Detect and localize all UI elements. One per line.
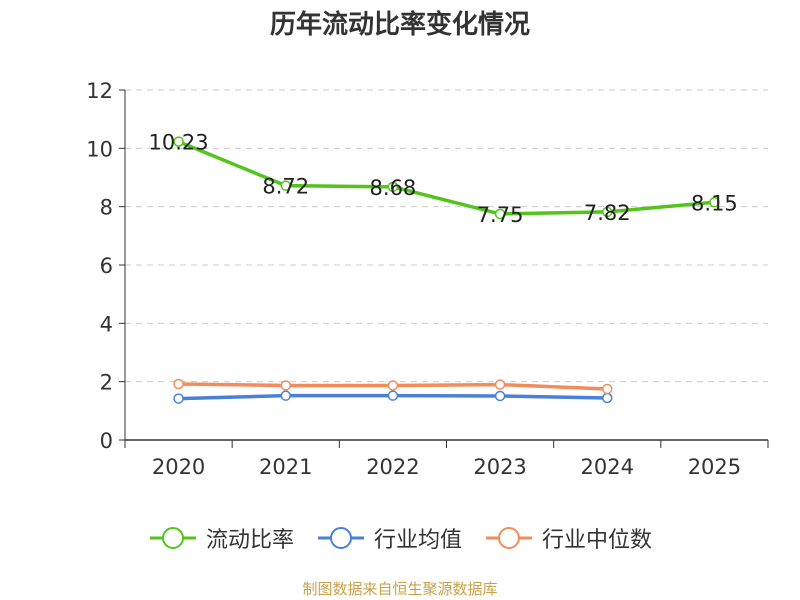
legend-label: 流动比率: [205, 528, 294, 553]
axes: 0 2 4 6 8 10 12 2020 2021 2022 2023 2024 2025: [86, 79, 769, 479]
data-point: [387, 181, 399, 193]
legend-label: 行业均值: [373, 528, 462, 553]
y-tick-label: 2: [100, 371, 113, 395]
y-tick-label: 8: [100, 196, 113, 220]
data-labels: 10.23 8.72 8.68 7.75 7.82 8.15: [149, 131, 738, 227]
legend-marker-icon: [486, 527, 532, 549]
data-point: [280, 180, 291, 191]
data-label: 10.23: [149, 131, 209, 155]
data-point: [602, 392, 613, 404]
data-label: 8.15: [691, 191, 738, 215]
data-point: [173, 393, 184, 404]
data-point: [387, 380, 399, 391]
legend-marker-icon: [317, 527, 364, 549]
source-note: 制图数据来自恒生聚源数据库: [302, 580, 498, 598]
data-point: [387, 390, 399, 401]
data-point: [494, 379, 506, 390]
legend-item-0[interactable]: 流动比率: [148, 522, 294, 554]
x-tick-label: 2025: [688, 455, 741, 479]
data-label: 7.82: [584, 201, 631, 225]
data-label: 8.68: [370, 176, 417, 200]
y-tick-label: 12: [86, 79, 113, 103]
x-tick-label: 2023: [473, 455, 526, 479]
series: [173, 136, 720, 404]
data-point: [602, 383, 613, 395]
data-point: [494, 208, 506, 220]
x-tick-label: 2021: [259, 455, 312, 479]
data-point: [494, 390, 506, 402]
x-tick-label: 2022: [366, 455, 419, 479]
data-label: 8.72: [262, 175, 309, 199]
data-point: [173, 378, 184, 390]
y-tick-label: 10: [86, 137, 113, 161]
legend-item-1[interactable]: 行业均值: [316, 522, 462, 554]
data-point: [173, 136, 184, 147]
legend-marker-icon: [149, 527, 196, 549]
data-point: [709, 197, 720, 208]
data-point: [602, 206, 613, 218]
grid-lines: [125, 89, 768, 383]
chart-title: 历年流动比率变化情况: [269, 10, 530, 40]
y-tick-label: 4: [100, 312, 113, 336]
legend-label: 行业中位数: [542, 528, 653, 553]
x-tick-label: 2020: [152, 455, 205, 479]
x-tick-label: 2024: [581, 455, 634, 479]
series-line-0: [177, 140, 715, 216]
y-tick-label: 6: [100, 254, 113, 278]
data-point: [280, 380, 291, 391]
legend: 流动比率 行业均值 行业中位数: [0, 518, 800, 558]
data-label: 7.75: [477, 203, 524, 227]
data-point: [280, 390, 291, 401]
y-tick-label: 0: [100, 429, 113, 453]
legend-item-2[interactable]: 行业中位数: [484, 522, 652, 554]
